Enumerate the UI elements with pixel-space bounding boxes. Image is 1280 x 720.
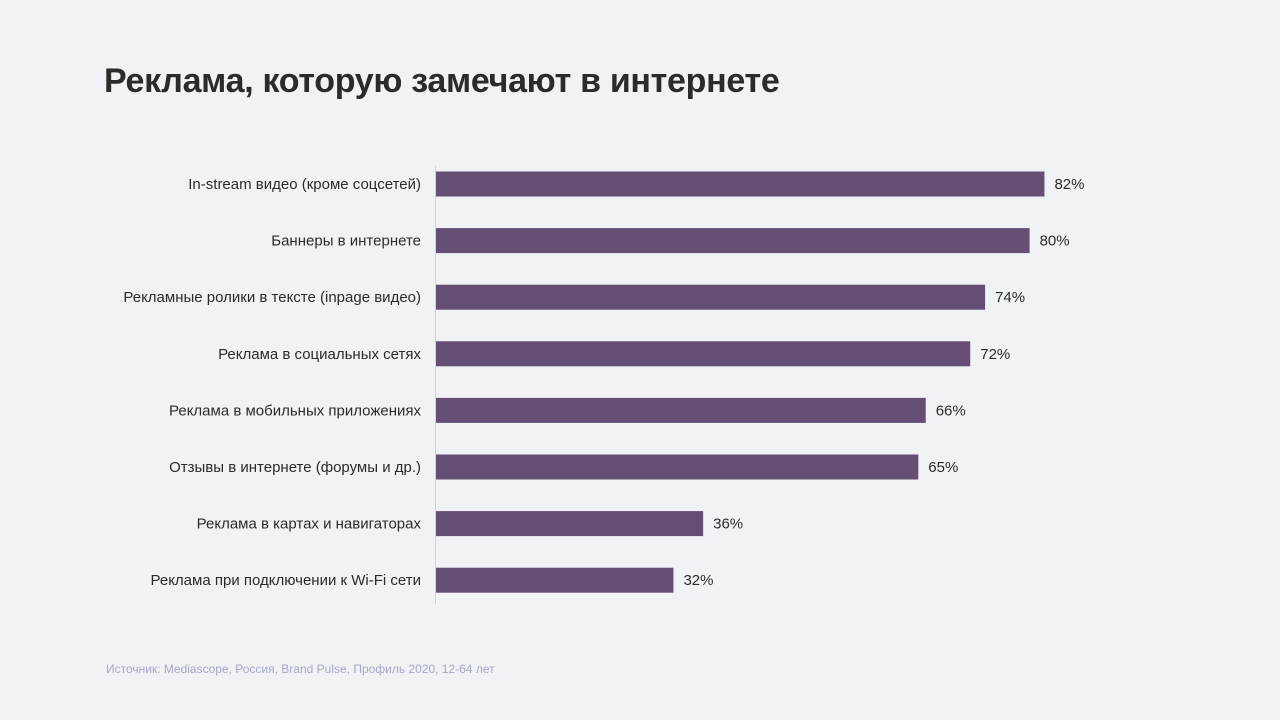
value-label: 80%: [1040, 233, 1070, 250]
category-label: Баннеры в интернете: [271, 233, 421, 250]
category-label: Реклама в мобильных приложениях: [169, 402, 421, 419]
value-label: 65%: [928, 459, 958, 476]
category-label: Реклама при подключении к Wi-Fi сети: [151, 572, 421, 589]
bar: [436, 454, 919, 480]
bar: [436, 228, 1030, 254]
value-label: 82%: [1054, 176, 1084, 193]
category-label: Реклама в картах и навигаторах: [197, 516, 422, 533]
bar: [436, 567, 674, 593]
bar-chart: In-stream видео (кроме соцсетей) 82% Банне…: [123, 166, 1084, 604]
bar: [436, 284, 986, 310]
value-label: 36%: [713, 516, 743, 533]
category-label: In-stream видео (кроме соцсетей): [188, 176, 421, 193]
category-label: Реклама в социальных сетях: [218, 346, 421, 363]
value-label: 66%: [936, 402, 966, 419]
source-note: Источник: Mediascope, Россия, Brand Puls…: [106, 662, 495, 676]
category-label: Отзывы в интернете (форумы и др.): [169, 459, 421, 476]
bars-layer: In-stream видео (кроме соцсетей) 82% Банне…: [123, 171, 1084, 593]
bar: [436, 341, 971, 367]
bar: [436, 511, 704, 537]
value-label: 72%: [980, 346, 1010, 363]
page-title: Реклама, которую замечают в интернете: [104, 62, 780, 100]
value-label: 74%: [995, 289, 1025, 306]
bar: [436, 171, 1045, 197]
bar: [436, 397, 926, 423]
value-label: 32%: [683, 572, 713, 589]
category-label: Рекламные ролики в тексте (inpage видео): [123, 289, 421, 306]
